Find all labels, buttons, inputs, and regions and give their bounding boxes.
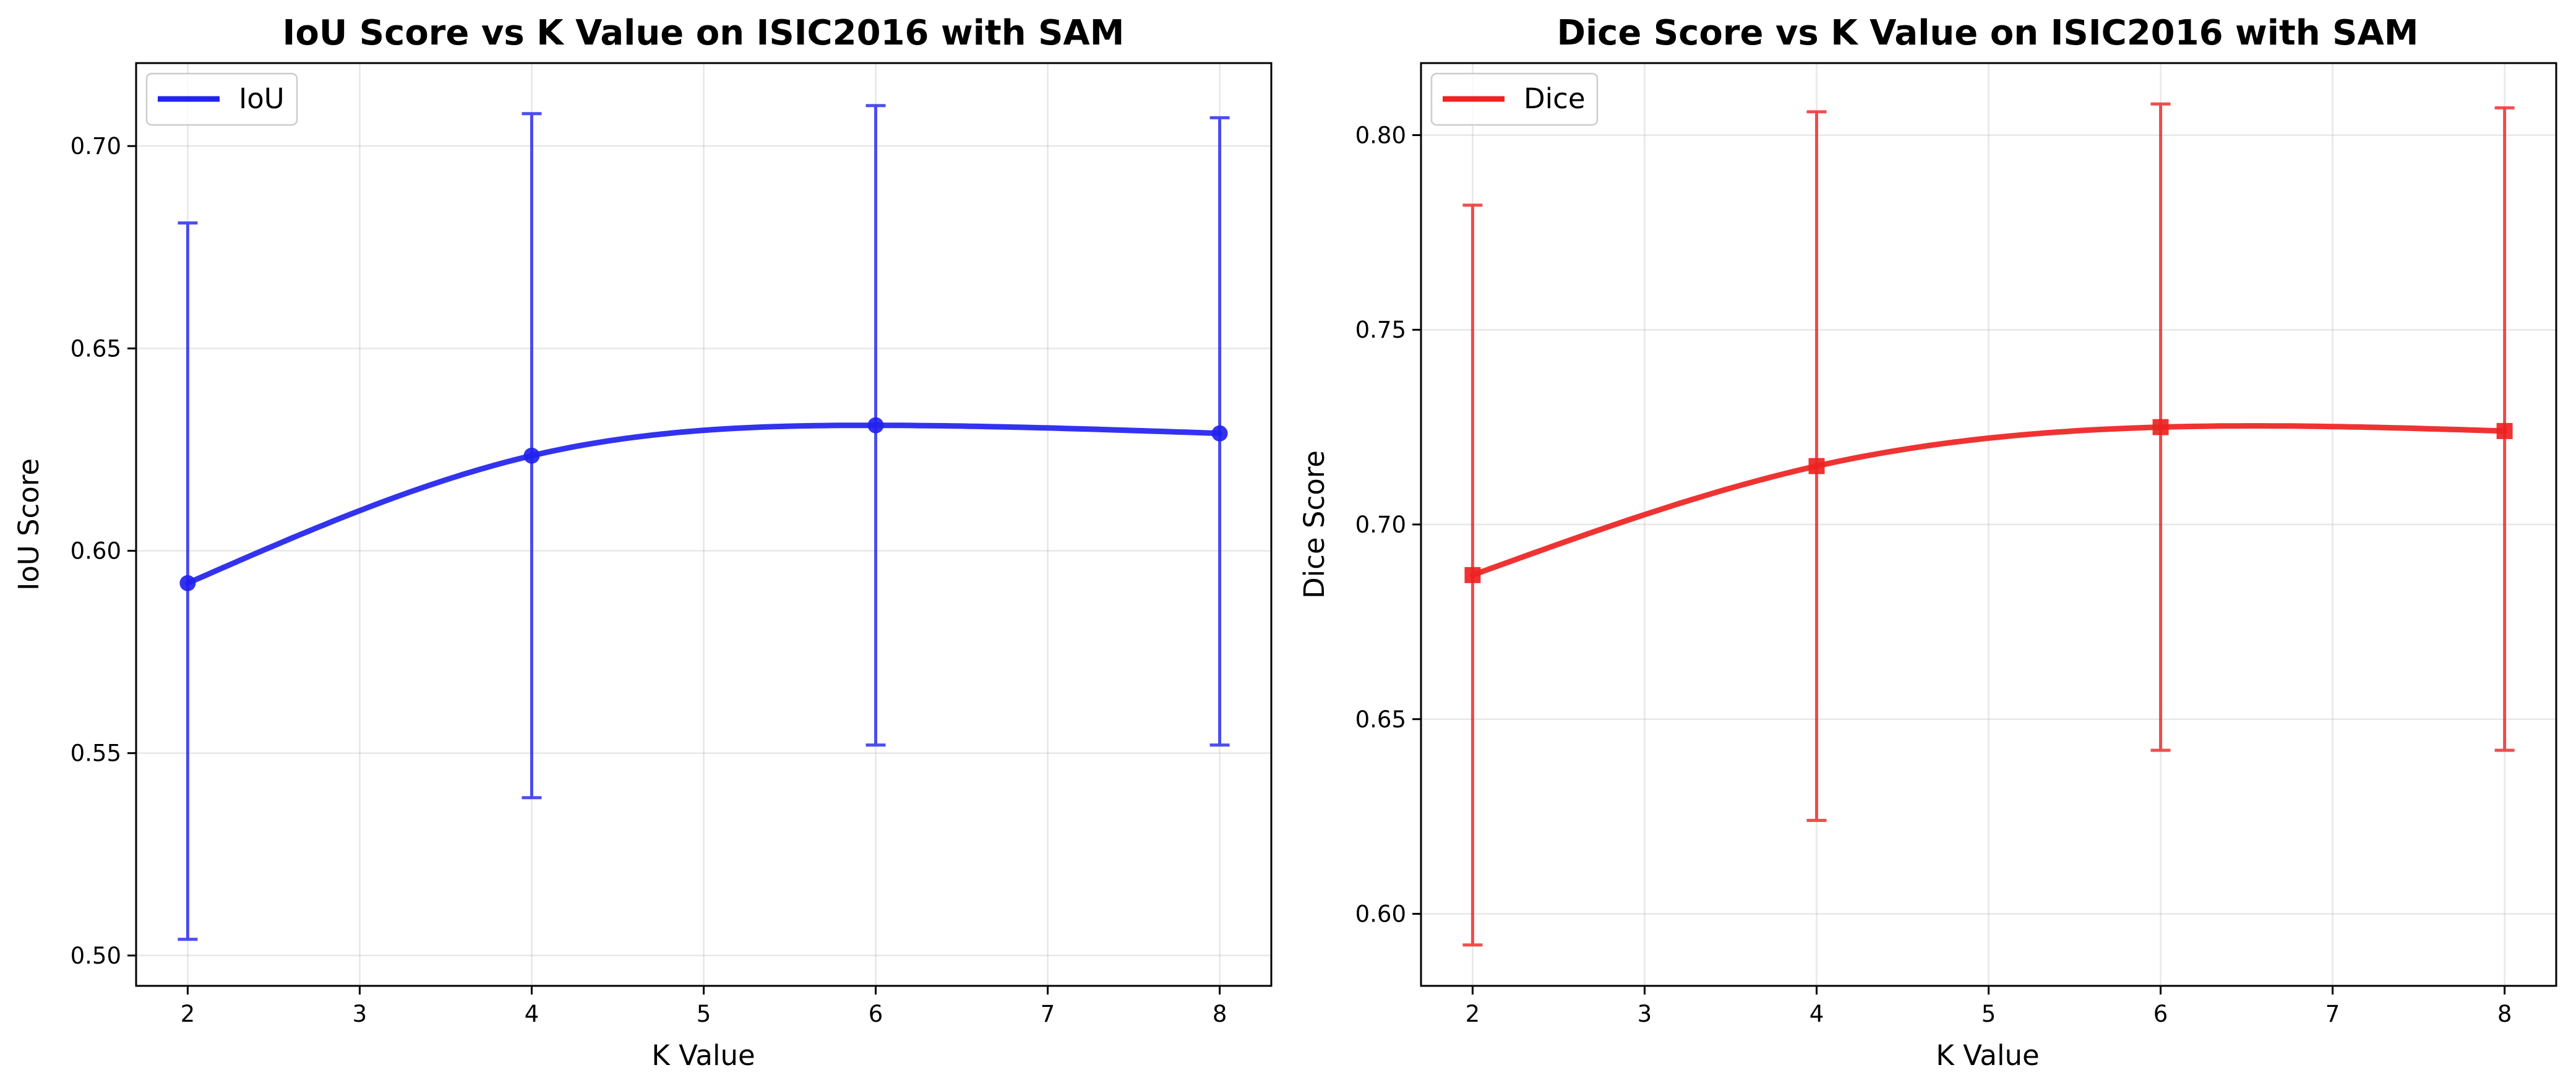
- dice-y-tick-label: 0.60: [1355, 901, 1406, 928]
- iou-y-tick-label: 0.60: [71, 538, 121, 565]
- iou-series-line: [184, 422, 1223, 586]
- dice-x-axis-label: K Value: [1936, 1039, 2039, 1072]
- dice-y-tick-label: 0.65: [1355, 706, 1406, 733]
- dice-x-tick-label: 5: [1981, 1001, 1996, 1027]
- dice-x-tick-label: 4: [1810, 1001, 1824, 1027]
- dice-chart-title: Dice Score vs K Value on ISIC2016 with S…: [1556, 13, 2418, 53]
- iou-data-point: [867, 417, 884, 434]
- iou-x-tick-label: 7: [1041, 1001, 1055, 1027]
- dice-plot-frame: [1420, 62, 2557, 987]
- iou-x-axis-label: K Value: [651, 1039, 755, 1072]
- dice-y-tick-label: 0.75: [1355, 317, 1406, 343]
- iou-data-point: [179, 575, 196, 591]
- iou-x-tick-label: 8: [1213, 1001, 1227, 1027]
- dice-data-point: [2496, 422, 2513, 439]
- dice-x-tick-label: 3: [1638, 1001, 1652, 1027]
- dice-x-tick-label: 7: [2325, 1001, 2340, 1027]
- iou-legend-label: IoU: [239, 82, 285, 115]
- iou-legend-box: [145, 72, 298, 126]
- dice-legend: Dice: [1430, 72, 1599, 126]
- dice-x-tick-label: 8: [2497, 1001, 2512, 1027]
- iou-x-tick-label: 2: [181, 1001, 195, 1027]
- dice-data-point: [2152, 419, 2169, 435]
- iou-plot-frame: [135, 62, 1273, 987]
- dice-x-tick-label: 6: [2153, 1001, 2168, 1027]
- dice-series-line: [1469, 423, 2508, 578]
- dice-data-point: [1464, 567, 1481, 583]
- iou-legend: IoU: [145, 72, 298, 126]
- iou-data-point: [523, 447, 540, 464]
- dice-y-axis-label: Dice Score: [1298, 450, 1331, 599]
- iou-y-axis-label: IoU Score: [12, 458, 45, 591]
- iou-chart: IoU Score vs K Value on ISIC2016 with SA…: [12, 13, 1273, 1072]
- iou-x-tick-label: 4: [525, 1001, 539, 1027]
- iou-chart-title: IoU Score vs K Value on ISIC2016 with SA…: [283, 13, 1125, 53]
- dice-data-point: [1808, 458, 1825, 474]
- iou-y-tick-label: 0.70: [71, 133, 121, 160]
- iou-y-tick-label: 0.50: [71, 943, 121, 969]
- dice-legend-box: [1430, 72, 1599, 126]
- dice-y-tick-label: 0.80: [1355, 122, 1406, 148]
- dice-x-tick-label: 2: [1466, 1001, 1480, 1027]
- dice-chart: Dice Score vs K Value on ISIC2016 with S…: [1298, 13, 2557, 1072]
- iou-x-tick-label: 5: [697, 1001, 711, 1027]
- iou-x-tick-label: 3: [353, 1001, 367, 1027]
- iou-y-tick-label: 0.55: [71, 740, 121, 767]
- iou-x-tick-label: 6: [869, 1001, 883, 1027]
- iou-data-point: [1211, 425, 1228, 442]
- dice-y-tick-label: 0.70: [1355, 511, 1406, 538]
- iou-y-tick-label: 0.65: [71, 335, 121, 362]
- dice-legend-label: Dice: [1524, 82, 1586, 115]
